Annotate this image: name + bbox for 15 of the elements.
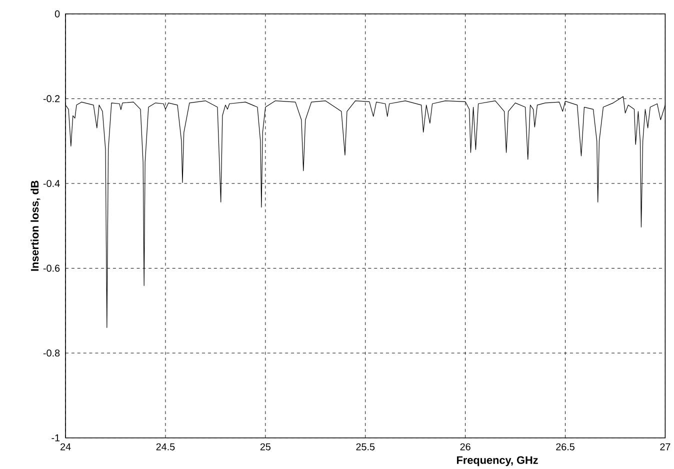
y-tick-label: -0.2: [43, 94, 60, 102]
x-tick-label: 24: [60, 443, 71, 450]
x-tick-label: 27: [660, 443, 670, 450]
x-tick-label: 24.5: [156, 443, 175, 450]
y-tick-label: -1: [52, 434, 60, 442]
y-tick-label: -0.6: [43, 264, 60, 272]
x-axis-title: Frequency, GHz: [457, 456, 538, 466]
x-tick-label: 26.5: [556, 443, 574, 450]
y-axis-title: Insertion loss, dB: [30, 180, 40, 271]
x-tick-label: 26: [460, 443, 470, 450]
y-tick-label: -0.4: [43, 180, 60, 187]
y-tick-label: 0: [54, 10, 60, 18]
x-tick-label: 25.5: [356, 443, 375, 450]
x-tick-label: 25: [260, 443, 271, 450]
y-tick-label: -0.8: [43, 349, 60, 356]
